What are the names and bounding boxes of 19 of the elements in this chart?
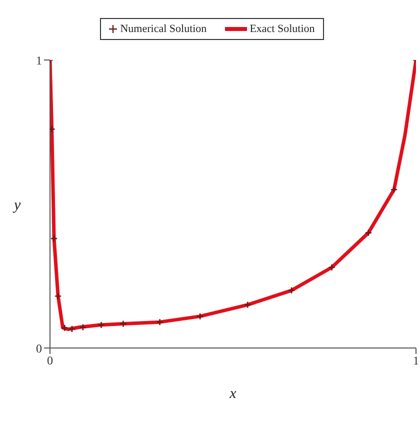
point (98, 321, 105, 329)
legend-label: Exact Solution (250, 23, 315, 35)
point (244, 301, 252, 308)
point (364, 229, 372, 236)
x-axis-title: x (228, 386, 237, 402)
line-series (50, 60, 416, 332)
point (54, 292, 62, 300)
point (156, 318, 164, 326)
point (288, 286, 296, 294)
y-axis-title: y (12, 197, 21, 214)
point (60, 324, 68, 332)
point (390, 186, 398, 194)
point (50, 234, 58, 242)
point (120, 320, 127, 328)
point (79, 324, 87, 331)
point (68, 325, 76, 333)
point (328, 264, 336, 272)
point (196, 312, 204, 320)
legend-label: Numerical Solution (120, 23, 207, 35)
